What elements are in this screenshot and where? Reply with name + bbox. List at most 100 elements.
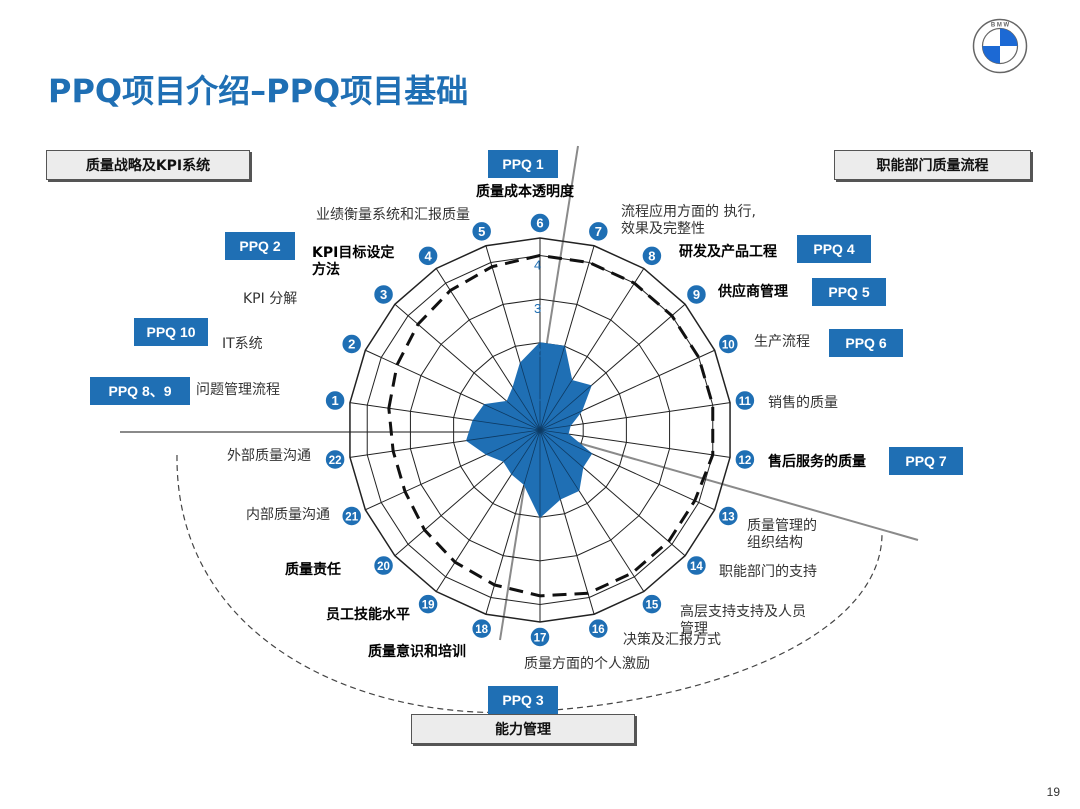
axis-number-8: 8	[648, 248, 655, 263]
axis-number-badge-5	[470, 220, 493, 243]
axis-number-badge-18	[470, 617, 493, 640]
axis-label-19: 员工技能水平	[326, 607, 410, 623]
axis-number-17: 17	[534, 633, 547, 645]
inner-spoke-5	[519, 362, 541, 431]
axis-number-badge-16	[587, 617, 610, 640]
axis-number-5: 5	[478, 224, 485, 239]
inner-spoke-4	[512, 387, 541, 431]
inner-spoke-14	[539, 429, 584, 468]
inner-spoke-18	[523, 429, 541, 485]
axis-label-6: 质量成本透明度	[476, 184, 574, 200]
axis-number-badge-13	[717, 505, 740, 527]
axis-label-3: KPI 分解	[243, 291, 298, 307]
scale-label-3: 3	[534, 301, 541, 316]
axis-number-badge-9	[685, 283, 708, 306]
axis-number-19: 19	[422, 600, 435, 612]
scale-label-4: 4	[534, 257, 541, 272]
axis-label-10: 生产流程	[754, 334, 810, 350]
inner-spoke-3	[506, 401, 541, 431]
axis-number-badge-4	[417, 245, 439, 267]
axis-label-18: 质量意识和培训	[368, 644, 466, 660]
axis-label-8: 研发及产品工程	[679, 244, 777, 260]
group-box-strategy-kpi: 质量战略及KPI系统	[46, 150, 250, 180]
spoke-12	[539, 429, 731, 458]
ppq1-badge: PPQ 1	[488, 150, 558, 178]
axis-label-13: 质量管理的 组织结构	[747, 518, 817, 551]
axis-label-20: 质量责任	[285, 562, 341, 578]
scale-label-1: 1	[534, 388, 541, 403]
axis-number-7: 7	[595, 224, 602, 239]
axis-number-badge-19	[417, 593, 439, 615]
inner-spoke-19	[511, 429, 541, 475]
axis-number-12: 12	[738, 455, 751, 467]
axis-number-badge-15	[641, 593, 663, 615]
inner-spoke-16	[539, 429, 561, 500]
ppq3-badge: PPQ 3	[488, 686, 558, 714]
ppq2-badge: PPQ 2	[225, 232, 295, 260]
axis-number-badge-14	[685, 554, 708, 577]
inner-spoke-22	[466, 429, 541, 441]
axis-number-badge-6	[529, 212, 551, 234]
group-box-capability-management: 能力管理	[411, 714, 635, 744]
axis-number-1: 1	[331, 393, 338, 408]
axis-number-badge-7	[587, 220, 610, 243]
inner-spoke-13	[539, 429, 592, 454]
axis-number-4: 4	[424, 248, 432, 263]
axis-number-22: 22	[329, 455, 342, 467]
axis-label-14: 职能部门的支持	[719, 564, 817, 580]
axis-number-badge-3	[372, 283, 395, 306]
inner-spoke-8	[539, 380, 573, 431]
axis-number-badge-2	[340, 333, 363, 355]
axis-number-badge-21	[340, 505, 363, 527]
inner-spoke-7	[539, 346, 565, 431]
inner-spoke-21	[486, 429, 541, 455]
axis-number-3: 3	[380, 287, 387, 302]
axis-number-9: 9	[693, 287, 700, 302]
axis-label-17: 质量方面的个人激励	[524, 656, 650, 672]
axis-number-21: 21	[345, 511, 358, 523]
inner-spoke-11	[539, 425, 571, 431]
inner-spoke-2	[484, 404, 541, 431]
axis-label-9: 供应商管理	[718, 284, 788, 300]
axis-number-10: 10	[722, 340, 735, 352]
axis-number-16: 16	[592, 624, 605, 636]
separator-line-right	[539, 431, 919, 541]
ppq7-badge: PPQ 7	[889, 447, 963, 475]
axis-number-13: 13	[722, 511, 735, 523]
axis-number-18: 18	[475, 624, 488, 636]
axis-number-14: 14	[690, 561, 703, 573]
axis-label-2: IT系统	[222, 336, 263, 352]
axis-label-12: 售后服务的质量	[768, 454, 866, 470]
axis-number-20: 20	[377, 561, 390, 573]
axis-number-11: 11	[739, 396, 752, 408]
axis-label-7: 流程应用方面的 执行, 效果及完整性	[621, 204, 756, 237]
axis-number-badge-22	[324, 448, 346, 471]
axis-number-6: 6	[536, 216, 543, 231]
axis-number-badge-11	[734, 389, 756, 412]
ppq6-badge: PPQ 6	[829, 329, 903, 357]
group-box-functional-process: 职能部门质量流程	[834, 150, 1031, 180]
ppq8-9-badge: PPQ 8、9	[90, 377, 190, 405]
spoke-11	[539, 402, 731, 431]
ppq5-badge: PPQ 5	[812, 278, 886, 306]
inner-spoke-12	[539, 429, 569, 435]
ppq10-badge: PPQ 10	[134, 318, 208, 346]
axis-label-22: 外部质量沟通	[227, 448, 311, 464]
current-score-area	[465, 342, 593, 519]
axis-number-badge-17	[529, 626, 551, 648]
axis-label-16: 决策及汇报方式	[623, 632, 721, 648]
scale-label-2: 2	[534, 345, 541, 360]
axis-number-badge-10	[717, 333, 740, 355]
page-title: PPQ项目介绍–PPQ项目基础	[48, 72, 469, 110]
axis-label-21: 内部质量沟通	[246, 507, 330, 523]
axis-number-badge-20	[372, 554, 395, 577]
axis-label-4: KPI目标设定 方法	[312, 245, 395, 278]
inner-spoke-15	[539, 429, 580, 491]
axis-number-badge-1	[324, 389, 346, 412]
bmw-logo-icon: B M W	[972, 18, 1028, 74]
axis-number-badge-12	[734, 448, 756, 471]
axis-label-5: 业绩衡量系统和汇报质量	[316, 207, 470, 223]
svg-text:B M W: B M W	[991, 23, 1010, 29]
inner-spoke-9	[539, 385, 592, 431]
inner-spoke-1	[472, 419, 541, 431]
